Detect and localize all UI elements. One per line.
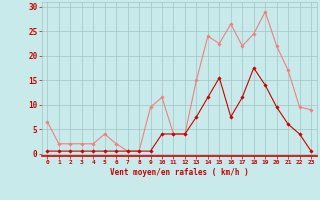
X-axis label: Vent moyen/en rafales ( km/h ): Vent moyen/en rafales ( km/h ) [110,168,249,177]
